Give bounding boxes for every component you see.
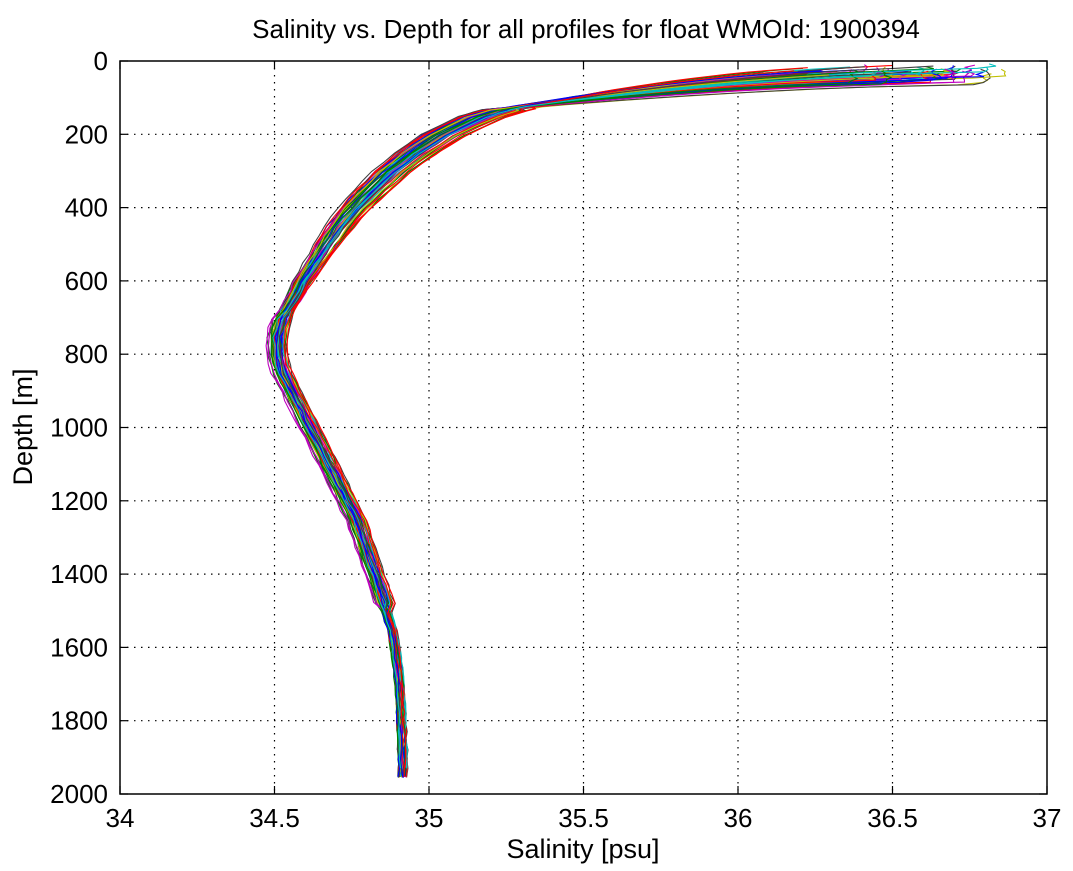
y-tick-label: 1000 bbox=[50, 413, 108, 443]
profile-line bbox=[265, 72, 908, 768]
profile-line bbox=[270, 70, 893, 768]
y-tick-label: 200 bbox=[65, 119, 108, 149]
grid bbox=[120, 61, 1047, 794]
profile-line bbox=[273, 72, 764, 777]
profile-line bbox=[267, 65, 960, 777]
profile-line bbox=[271, 65, 934, 777]
profile-line bbox=[271, 67, 804, 777]
profile-line bbox=[275, 71, 798, 769]
x-tick-label: 36 bbox=[724, 803, 753, 833]
profile-lines bbox=[265, 63, 1007, 778]
x-tick-label: 34.5 bbox=[249, 803, 300, 833]
x-axis-label: Salinity [psu] bbox=[506, 834, 659, 864]
y-tick-label: 1600 bbox=[50, 632, 108, 662]
chart-title: Salinity vs. Depth for all profiles for … bbox=[252, 14, 920, 44]
profile-line bbox=[275, 71, 810, 777]
profile-line bbox=[272, 70, 909, 777]
profile-line bbox=[271, 64, 869, 778]
profile-line bbox=[266, 73, 807, 769]
x-tick-label: 35 bbox=[415, 803, 444, 833]
profile-line bbox=[285, 68, 991, 778]
y-tick-label: 400 bbox=[65, 193, 108, 223]
x-axis-ticks: 34 34.5 35 35.5 36 36.5 37 bbox=[106, 61, 1062, 833]
y-tick-label: 800 bbox=[65, 339, 108, 369]
profile-line bbox=[280, 69, 822, 777]
profile-line bbox=[275, 66, 865, 778]
profile-line bbox=[270, 69, 860, 776]
profile-line bbox=[283, 70, 795, 768]
y-tick-label: 1200 bbox=[50, 486, 108, 516]
profile-line bbox=[273, 66, 851, 769]
profile-line bbox=[280, 72, 770, 777]
profile-line bbox=[273, 72, 822, 768]
x-tick-label: 37 bbox=[1033, 803, 1062, 833]
y-tick-label: 600 bbox=[65, 266, 108, 296]
x-tick-label: 35.5 bbox=[558, 803, 609, 833]
profile-line bbox=[275, 69, 859, 776]
y-tick-label: 0 bbox=[94, 46, 108, 76]
profile-line bbox=[272, 71, 877, 769]
x-tick-label: 34 bbox=[106, 803, 135, 833]
profile-line bbox=[273, 72, 808, 778]
profile-line bbox=[280, 67, 808, 776]
profile-line bbox=[267, 68, 958, 769]
profile-line bbox=[275, 68, 889, 768]
y-tick-label: 2000 bbox=[50, 779, 108, 809]
y-axis-label: Depth [m] bbox=[8, 368, 38, 485]
y-tick-label: 1400 bbox=[50, 559, 108, 589]
profile-line bbox=[278, 65, 934, 777]
profile-line bbox=[278, 72, 793, 768]
y-tick-label: 1800 bbox=[50, 706, 108, 736]
y-axis-ticks: 0 200 400 600 800 1000 1200 1400 1600 1800 2000 bbox=[50, 46, 1047, 809]
profile-line bbox=[284, 69, 861, 769]
profile-line bbox=[274, 70, 875, 777]
profile-line bbox=[277, 70, 838, 778]
x-tick-label: 36.5 bbox=[867, 803, 918, 833]
profile-line bbox=[270, 74, 829, 777]
profile-line bbox=[273, 68, 882, 768]
profile-line bbox=[274, 70, 823, 778]
profile-line bbox=[272, 74, 816, 777]
